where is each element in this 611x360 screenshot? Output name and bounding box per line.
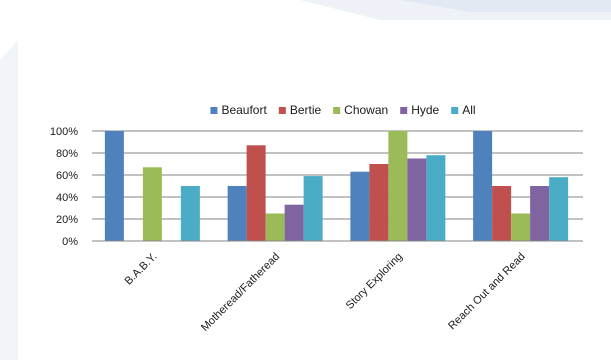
x-category-labels: B.A.B.Y. Motheread/Fatheread Story Explori… [123,251,528,334]
bar-all-0 [180,186,200,241]
bars [104,131,569,241]
y-tick-label: 20% [56,214,78,226]
decor-band-left [0,40,18,360]
bar-chowan-1 [265,213,285,241]
legend-swatch-hyde [400,107,408,114]
x-category-label: Story Exploring [344,251,405,312]
bar-hyde-2 [407,158,427,241]
bar-bertie-3 [492,186,512,241]
y-tick-label: 60% [56,170,78,182]
bar-beaufort-3 [473,131,493,241]
legend-label-all: All [462,103,475,117]
bar-hyde-3 [530,186,550,241]
x-category-label: Reach Out and Read [446,251,528,333]
y-tick-label: 0% [62,236,78,248]
bar-hyde-1 [284,204,304,241]
legend: Beaufort Bertie Chowan Hyde All [210,103,476,117]
bar-beaufort-2 [350,171,370,241]
decor-band-top-inner [400,0,611,12]
legend-label-chowan: Chowan [344,103,388,117]
bar-all-3 [549,177,569,241]
bar-bertie-2 [369,164,389,241]
legend-swatch-bertie [278,107,286,114]
legend-swatch-beaufort [210,107,218,114]
y-tick-labels: 0% 20% 40% 60% 80% 100% [50,126,78,248]
bar-all-1 [303,176,323,241]
legend-swatch-all [451,107,459,114]
bar-beaufort-1 [227,186,247,241]
bar-all-2 [426,155,446,241]
bar-beaufort-0 [104,131,124,241]
bar-chowan-0 [142,167,162,241]
legend-label-bertie: Bertie [290,103,322,117]
bar-chowan-2 [388,131,408,241]
y-tick-label: 40% [56,192,78,204]
legend-swatch-chowan [333,107,341,114]
legend-label-beaufort: Beaufort [221,103,267,117]
x-category-label: Motheread/Fatheread [199,251,282,334]
y-tick-label: 100% [50,126,78,138]
bar-chowan-3 [511,213,531,241]
x-category-label: B.A.B.Y. [123,251,160,288]
legend-label-hyde: Hyde [411,103,439,117]
bar-bertie-1 [246,145,266,241]
y-tick-label: 80% [56,148,78,160]
